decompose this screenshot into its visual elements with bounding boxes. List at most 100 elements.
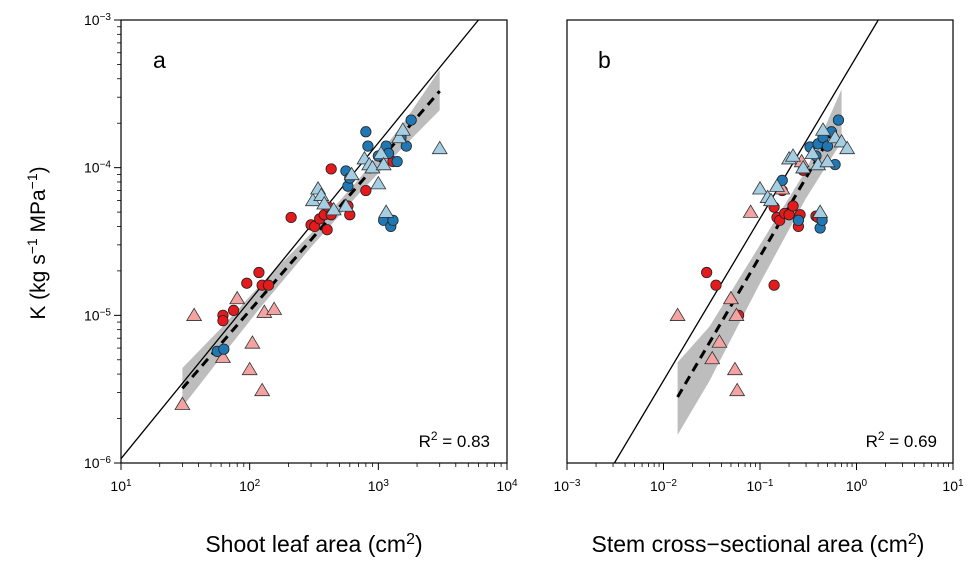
panel-b: 10−3 10−2 10−1 100 101 b R2 = 0.69 Stem cros… <box>554 19 964 558</box>
panel-label-b: b <box>598 47 611 73</box>
data-point-blue-circle <box>821 140 834 152</box>
data-point-lightblue-triangle <box>316 195 333 210</box>
x-axis-label-b: Stem cross−sectional area (cm2) <box>592 531 925 558</box>
y-axis-a: 10−6 10−5 10−4 10−3 <box>84 12 121 472</box>
panel-a: 10−610−510−410−3 101 102 103 104 a R2 = 0.8… <box>84 12 518 558</box>
r-squared-a-sup: 2 <box>431 429 438 443</box>
y-axis-label: K (kg s−1 MPa−1) <box>24 166 50 319</box>
r-squared-b: R2 = 0.69 <box>866 429 937 451</box>
data-point-blue-circle <box>832 114 845 126</box>
x-tick-label: 10−3 <box>554 478 581 495</box>
data-point-lightblue-triangle <box>784 148 802 162</box>
data-point-lightblue-triangle <box>814 122 832 136</box>
one-to-one-line-b <box>613 20 879 463</box>
y-tick-label: 10−4 <box>84 159 111 176</box>
plot-frame-b <box>566 19 954 464</box>
x-tick-label: 101 <box>110 478 132 495</box>
data-point-lightblue-triangle <box>378 204 395 218</box>
data-point-blue-circle <box>400 140 412 152</box>
y-axis-label-sup2: −1 <box>24 173 40 189</box>
data-point-pink-triangle <box>729 382 746 397</box>
r-squared-b-sup: 2 <box>878 429 885 443</box>
x-axis-label-b-sup: 2 <box>908 531 917 548</box>
panel-label-a: a <box>153 47 166 73</box>
x-axis-label-a-sup: 2 <box>406 531 415 548</box>
data-point-pink-triangle <box>728 307 745 321</box>
data-point-lightblue-triangle <box>839 140 856 155</box>
r-squared-a-r: R <box>419 432 431 451</box>
data-point-red-circle <box>241 277 253 289</box>
data-point-pink-triangle <box>244 335 261 349</box>
x-tick-label: 101 <box>942 478 964 495</box>
data-point-red-circle <box>701 266 713 279</box>
data-point-lightblue-triangle <box>343 166 360 181</box>
data-point-lightblue-triangle <box>391 129 408 144</box>
regression-line-a <box>181 90 441 390</box>
data-point-lightblue-triangle <box>325 201 342 216</box>
x-tick-label: 102 <box>239 478 261 495</box>
data-point-lightblue-triangle <box>394 122 411 136</box>
data-point-red-circle <box>217 315 229 327</box>
data-point-red-circle <box>787 200 799 212</box>
one-to-one-line-a <box>121 20 479 460</box>
y-axis-label-end: ) <box>27 166 50 173</box>
data-point-red-circle <box>262 279 275 291</box>
x-axis-a: 101 102 103 104 <box>110 463 518 494</box>
data-point-pink-triangle <box>186 307 203 321</box>
data-point-blue-circle <box>362 140 374 152</box>
x-axis-label-b-main: Stem cross−sectional area (cm <box>592 531 908 557</box>
data-point-red-circle <box>253 266 265 279</box>
data-point-lightblue-triangle <box>375 156 392 171</box>
data-point-blue-circle <box>218 343 230 355</box>
x-axis-label-a-main: Shoot leaf area (cm <box>205 531 406 557</box>
x-axis-label-a: Shoot leaf area (cm2) <box>205 531 422 558</box>
x-axis-b: 10−3 10−2 10−1 100 101 <box>554 463 964 495</box>
data-point-pink-triangle <box>711 334 728 348</box>
data-point-pink-triangle <box>266 301 283 315</box>
data-point-lightblue-triangle <box>370 175 387 190</box>
r-squared-a: R2 = 0.83 <box>419 429 490 451</box>
y-tick-label: 10−3 <box>84 12 111 29</box>
data-point-pink-triangle <box>722 290 740 305</box>
x-axis-label-a-end: ) <box>415 531 423 557</box>
y-tick-label: 10−6 <box>84 455 111 472</box>
data-point-blue-circle <box>360 126 372 138</box>
data-point-lightblue-triangle <box>795 159 812 174</box>
data-point-pink-triangle <box>742 204 759 218</box>
data-point-lightblue-triangle <box>812 204 829 218</box>
confidence-band-b <box>677 89 842 435</box>
data-point-red-circle <box>360 184 372 197</box>
plot-frame-a <box>120 19 508 464</box>
data-point-red-circle <box>285 211 297 224</box>
data-point-lightblue-triangle <box>751 180 769 195</box>
data-point-blue-circle <box>391 155 403 168</box>
data-point-red-circle <box>227 304 240 316</box>
data-point-pink-triangle <box>174 396 191 410</box>
data-point-red-circle <box>768 279 780 291</box>
r-squared-b-value: = 0.69 <box>885 432 937 451</box>
x-tick-label: 103 <box>368 478 390 495</box>
x-tick-label: 10−2 <box>650 478 677 495</box>
data-point-lightblue-triangle <box>762 192 780 207</box>
x-tick-label: 100 <box>846 478 868 495</box>
x-tick-label: 104 <box>496 478 518 495</box>
data-point-blue-circle <box>792 214 805 226</box>
confidence-band-b <box>677 89 842 435</box>
y-tick-label: 10−5 <box>84 307 111 324</box>
y-axis-label-main: K (kg s <box>27 254 50 319</box>
data-point-lightblue-triangle <box>431 140 448 155</box>
data-point-lightblue-triangle <box>819 153 836 168</box>
points-b <box>669 114 856 397</box>
data-point-pink-triangle <box>229 290 246 305</box>
y-axis-label-sup1: −1 <box>24 238 40 254</box>
data-point-lightblue-triangle <box>373 145 390 160</box>
y-axis-label-mid: MPa <box>27 189 50 238</box>
data-point-pink-triangle <box>241 361 258 376</box>
data-point-pink-triangle <box>254 382 271 397</box>
data-point-blue-circle <box>405 114 417 126</box>
r-squared-a-value: = 0.83 <box>438 432 490 451</box>
data-point-lightblue-triangle <box>768 178 786 192</box>
data-point-lightblue-triangle <box>337 198 354 212</box>
r-squared-b-r: R <box>866 432 878 451</box>
